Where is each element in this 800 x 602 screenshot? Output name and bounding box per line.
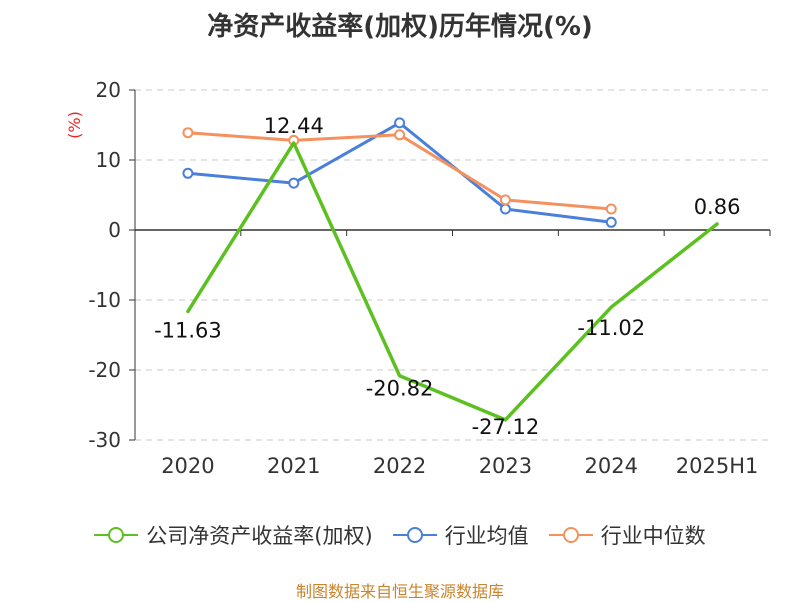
y-tick-label: 20 — [96, 78, 121, 102]
data-point-industry-mean — [288, 177, 300, 189]
y-tick-label: -30 — [88, 428, 121, 452]
y-axis-label: (%) — [65, 111, 84, 139]
data-source-note: 制图数据来自恒生聚源数据库 — [295, 582, 504, 601]
legend-label-industry-mean: 行业均值 — [444, 524, 529, 548]
data-label-company-roe: -20.82 — [366, 377, 434, 401]
data-point-industry-median — [499, 194, 511, 206]
x-tick-label: 2020 — [161, 454, 214, 478]
data-label-company-roe: 12.44 — [264, 114, 324, 138]
data-point-industry-median — [394, 129, 406, 141]
x-tick-label: 2022 — [373, 454, 426, 478]
y-tick-label: 0 — [108, 218, 121, 242]
legend-label-industry-median: 行业中位数 — [600, 524, 706, 548]
legend-marker-company-roe — [94, 527, 139, 543]
chart-title: 净资产收益率(加权)历年情况(%) — [207, 12, 593, 42]
x-tick-label: 2023 — [479, 454, 532, 478]
data-label-company-roe: -11.02 — [577, 316, 645, 340]
legend-marker-industry-mean — [392, 527, 437, 543]
x-tick-label: 2024 — [585, 454, 638, 478]
data-point-industry-median — [605, 203, 617, 215]
legend-item-industry-mean[interactable]: 行业均值 — [392, 520, 529, 550]
data-point-industry-mean — [605, 216, 617, 228]
data-label-company-roe: -11.63 — [154, 318, 222, 342]
legend-item-company-roe[interactable]: 公司净资产收益率(加权) — [94, 520, 373, 550]
x-tick-label: 2021 — [267, 454, 320, 478]
data-point-industry-mean — [499, 203, 511, 215]
data-point-industry-mean — [394, 117, 406, 129]
data-point-industry-median — [182, 127, 194, 139]
y-tick-label: -10 — [88, 288, 121, 312]
legend-label-company-roe: 公司净资产收益率(加权) — [146, 524, 373, 548]
chart-legend: 公司净资产收益率(加权) 行业均值 行业中位数 — [0, 520, 800, 550]
y-tick-label: -20 — [88, 358, 121, 382]
legend-item-industry-median[interactable]: 行业中位数 — [548, 520, 706, 550]
data-label-company-roe: 0.86 — [694, 195, 741, 219]
series-line-industry-median — [186, 131, 613, 211]
legend-marker-industry-median — [548, 527, 593, 543]
data-point-industry-mean — [182, 167, 194, 179]
x-tick-label: 2025H1 — [676, 454, 759, 478]
y-tick-label: 10 — [96, 148, 121, 172]
data-label-company-roe: -27.12 — [472, 415, 540, 439]
series-line-company-roe — [186, 141, 719, 422]
